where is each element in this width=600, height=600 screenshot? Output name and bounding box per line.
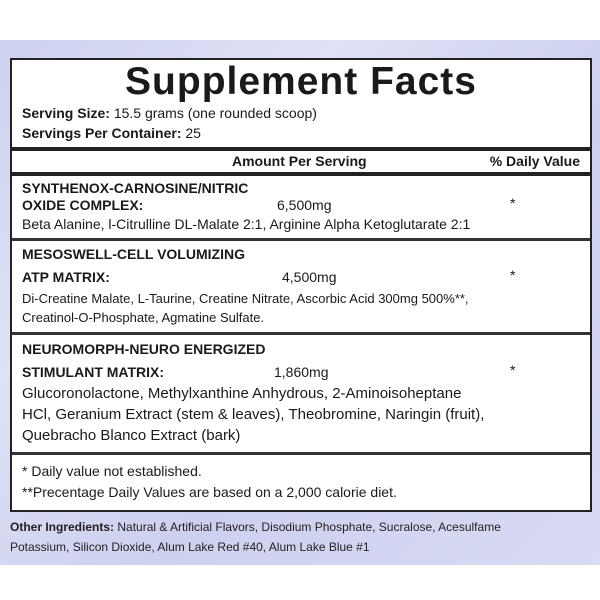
section-3-dv: *	[510, 362, 516, 378]
section-3-ingredients: Quebracho Blanco Extract (bark)	[22, 427, 241, 444]
section-2-amount: 4,500mg	[282, 269, 337, 285]
serving-size-label: Serving Size:	[22, 105, 110, 121]
other-ingredients-label: Other Ingredients:	[10, 520, 115, 534]
section-1-ingredients: Beta Alanine, l-Citrulline DL-Malate 2:1…	[22, 216, 471, 232]
footnote: * Daily value not established.	[22, 463, 202, 479]
servings-value: 25	[185, 125, 201, 141]
section-3-amount: 1,860mg	[274, 364, 329, 380]
other-ingredients-line: Natural & Artificial Flavors, Disodium P…	[117, 520, 501, 534]
divider	[12, 172, 590, 176]
divider	[12, 332, 590, 335]
section-1-amount: 6,500mg	[277, 197, 332, 213]
servings-per-container: Servings Per Container: 25	[22, 125, 201, 141]
supplement-facts-panel: Supplement Facts Serving Size: 15.5 gram…	[10, 58, 592, 512]
section-1-dv: *	[510, 195, 516, 211]
section-2-name: ATP MATRIX:	[22, 269, 110, 285]
servings-label: Servings Per Container:	[22, 125, 182, 141]
section-3-ingredients: Glucoronolactone, Methylxanthine Anhydro…	[22, 385, 462, 402]
section-1-name: OXIDE COMPLEX:	[22, 197, 144, 213]
daily-value-header: % Daily Value	[489, 153, 580, 169]
section-3-name: STIMULANT MATRIX:	[22, 364, 165, 380]
serving-size-value: 15.5 grams (one rounded scoop)	[113, 105, 317, 121]
section-2-ingredients: Di-Creatine Malate, L-Taurine, Creatine …	[22, 291, 469, 306]
divider	[12, 147, 590, 151]
section-2-name: MESOSWELL-CELL VOLUMIZING	[22, 246, 245, 262]
amount-header: Amount Per Serving	[232, 153, 367, 169]
divider	[12, 238, 590, 241]
section-2-ingredients: Creatinol-O-Phosphate, Agmatine Sulfate.	[22, 310, 265, 325]
section-3-name: NEUROMORPH-NEURO ENERGIZED	[22, 341, 266, 357]
footnote: **Precentage Daily Values are based on a…	[22, 484, 397, 500]
panel-title: Supplement Facts	[125, 60, 477, 103]
other-ingredients: Other Ingredients: Natural & Artificial …	[10, 520, 501, 534]
divider	[12, 452, 590, 455]
serving-size: Serving Size: 15.5 grams (one rounded sc…	[22, 105, 317, 121]
section-1-name: SYNTHENOX-CARNOSINE/NITRIC	[22, 180, 249, 196]
other-ingredients-line: Potassium, Silicon Dioxide, Alum Lake Re…	[10, 540, 370, 554]
section-2-dv: *	[510, 267, 516, 283]
section-3-ingredients: HCl, Geranium Extract (stem & leaves), T…	[22, 406, 485, 423]
